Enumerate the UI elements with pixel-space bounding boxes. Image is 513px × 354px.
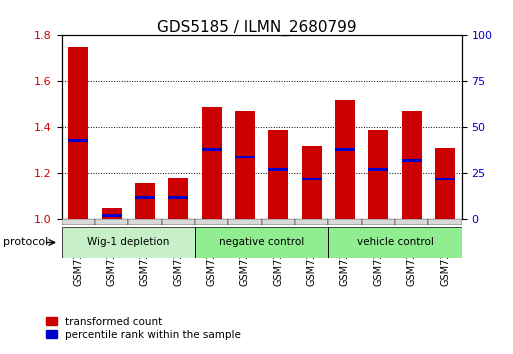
FancyBboxPatch shape: [328, 219, 362, 225]
Bar: [135, 196, 155, 199]
FancyBboxPatch shape: [295, 219, 328, 225]
FancyBboxPatch shape: [362, 219, 395, 225]
Text: GDS5185 / ILMN_2680799: GDS5185 / ILMN_2680799: [156, 19, 357, 36]
Bar: [302, 146, 322, 219]
Bar: [435, 178, 455, 181]
Bar: [335, 148, 355, 151]
Bar: [68, 47, 88, 219]
FancyBboxPatch shape: [195, 219, 228, 225]
FancyBboxPatch shape: [162, 219, 195, 225]
FancyBboxPatch shape: [262, 219, 295, 225]
FancyBboxPatch shape: [95, 219, 128, 225]
FancyBboxPatch shape: [428, 219, 462, 225]
Legend: transformed count, percentile rank within the sample: transformed count, percentile rank withi…: [46, 317, 241, 340]
Bar: [368, 169, 388, 171]
Bar: [168, 178, 188, 219]
Text: vehicle control: vehicle control: [357, 238, 433, 247]
FancyBboxPatch shape: [128, 219, 162, 225]
Bar: [202, 148, 222, 151]
FancyBboxPatch shape: [62, 219, 95, 225]
Bar: [368, 130, 388, 219]
Bar: [235, 155, 255, 158]
FancyBboxPatch shape: [62, 227, 195, 258]
FancyBboxPatch shape: [195, 227, 328, 258]
Bar: [135, 183, 155, 219]
Bar: [435, 148, 455, 219]
Text: negative control: negative control: [219, 238, 304, 247]
Text: protocol: protocol: [3, 238, 48, 247]
Bar: [335, 100, 355, 219]
Bar: [102, 208, 122, 219]
Bar: [268, 169, 288, 171]
Bar: [235, 111, 255, 219]
Bar: [268, 130, 288, 219]
FancyBboxPatch shape: [228, 219, 262, 225]
Bar: [102, 215, 122, 217]
Text: Wig-1 depletion: Wig-1 depletion: [87, 238, 169, 247]
Bar: [402, 111, 422, 219]
FancyBboxPatch shape: [395, 219, 428, 225]
FancyBboxPatch shape: [328, 227, 462, 258]
Bar: [168, 196, 188, 199]
Bar: [302, 178, 322, 181]
Bar: [402, 159, 422, 162]
Bar: [202, 107, 222, 219]
Bar: [68, 139, 88, 142]
